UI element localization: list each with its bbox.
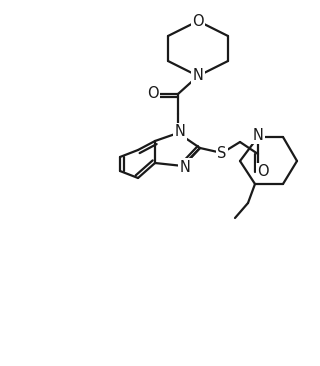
- Text: N: N: [180, 160, 190, 175]
- Text: O: O: [192, 14, 204, 29]
- Text: O: O: [147, 86, 159, 101]
- Text: O: O: [257, 164, 269, 179]
- Text: N: N: [193, 68, 204, 83]
- Text: N: N: [252, 127, 263, 142]
- Text: N: N: [175, 124, 185, 139]
- Text: S: S: [217, 146, 227, 161]
